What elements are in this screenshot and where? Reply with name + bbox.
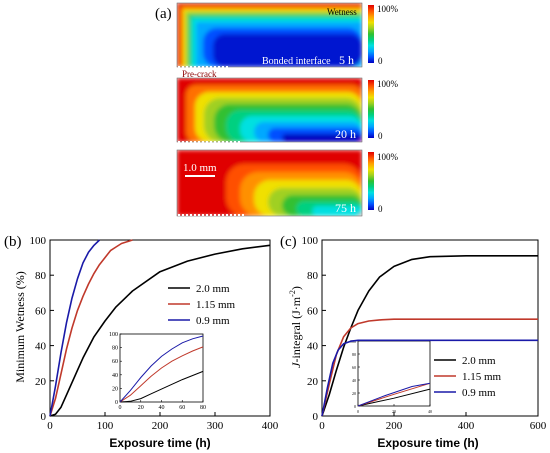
legend-label: 0.9 mm bbox=[462, 387, 496, 399]
y-tick-label: 80 bbox=[307, 270, 319, 282]
x-tick-label: 200 bbox=[386, 420, 403, 432]
colorbar-min-label: 0 bbox=[378, 56, 383, 66]
inset-x-tick-label: 60 bbox=[179, 405, 185, 411]
panel-a-label: (a) bbox=[155, 6, 172, 22]
scale-bar-label: 1.0 mm bbox=[183, 162, 217, 174]
series-line-0-9-mm bbox=[321, 339, 538, 417]
colorbar-20h: 100% 0 bbox=[368, 79, 399, 141]
inset-x-tick-label: 40 bbox=[159, 405, 165, 411]
plot-frame bbox=[321, 239, 539, 417]
legend: 2.0 mm 1.15 mm 0.9 mm bbox=[434, 355, 502, 399]
inset-y-tick-label: 60 bbox=[112, 359, 118, 365]
colorbar-75h: 100% 0 bbox=[368, 152, 399, 214]
colorbar-max-label: 100% bbox=[377, 4, 399, 14]
inset-x-tick-label: 20 bbox=[392, 409, 396, 414]
colorbar-max-label: 100% bbox=[377, 79, 399, 89]
y-tick-label: 20 bbox=[307, 376, 319, 388]
inset-x-tick-label: 0 bbox=[357, 409, 359, 414]
x-tick-label: 100 bbox=[97, 420, 114, 432]
x-tick-label: 0 bbox=[47, 420, 53, 432]
pre-crack-label: Pre-crack bbox=[182, 69, 217, 79]
y-tick-label: 60 bbox=[35, 305, 47, 317]
map-time-20h: 20 h bbox=[335, 127, 356, 141]
y-tick-label: 40 bbox=[35, 341, 47, 353]
inset-series-line bbox=[357, 382, 431, 407]
inset-y-tick-label: 100 bbox=[109, 332, 118, 338]
inset-y-tick-label: 0 bbox=[115, 400, 118, 406]
x-tick-label: 0 bbox=[319, 420, 325, 432]
series-line-2-0-mm bbox=[321, 255, 538, 417]
y-tick-label: 20 bbox=[35, 376, 47, 388]
y-tick-label: 0 bbox=[41, 411, 47, 423]
colorbar-min-label: 0 bbox=[378, 204, 383, 214]
wetness-map-20h: 20 h bbox=[176, 77, 363, 143]
legend-label: 1.15 mm bbox=[462, 371, 502, 383]
legend-label: 2.0 mm bbox=[462, 355, 496, 367]
inset-frame bbox=[357, 340, 431, 407]
inset-x-tick-label: 80 bbox=[200, 405, 206, 411]
inset-y-tick-label: 80 bbox=[112, 346, 118, 352]
inset-y-tick-label: 40 bbox=[352, 378, 356, 383]
inset-x-tick-label: 20 bbox=[138, 405, 144, 411]
wetness-label: Wetness bbox=[327, 7, 357, 17]
x-axis-label: Exposure time (h) bbox=[377, 436, 478, 450]
y-tick-label: 100 bbox=[302, 235, 319, 247]
inset-series-line bbox=[119, 335, 204, 403]
inset-y-tick-label: 20 bbox=[112, 386, 118, 392]
colorbar-max-label: 100% bbox=[377, 152, 399, 162]
y-tick-label: 100 bbox=[30, 235, 47, 247]
panel-a: (a) Wetness Bonded interface bbox=[155, 2, 399, 217]
inset-y-tick-label: 20 bbox=[352, 391, 356, 396]
inset-y-tick-label: 60 bbox=[352, 365, 356, 370]
inset-y-tick-label: 0 bbox=[354, 404, 356, 409]
map-time-75h: 75 h bbox=[335, 201, 356, 215]
x-tick-label: 400 bbox=[262, 420, 279, 432]
legend: 2.0 mm 1.15 mm 0.9 mm bbox=[168, 283, 236, 327]
inset-series-line bbox=[357, 388, 431, 407]
legend-label: 1.15 mm bbox=[196, 299, 236, 311]
inset-series-line bbox=[119, 370, 204, 403]
series-line-1-15-mm bbox=[49, 239, 133, 417]
y-tick-label: 60 bbox=[307, 305, 319, 317]
x-tick-label: 300 bbox=[207, 420, 224, 432]
x-tick-label: 200 bbox=[152, 420, 169, 432]
colorbar-min-label: 0 bbox=[378, 131, 383, 141]
wetness-map-75h: 1.0 mm 75 h bbox=[176, 149, 363, 217]
inset-y-tick-label: 40 bbox=[112, 373, 118, 379]
y-tick-label: 0 bbox=[313, 411, 319, 423]
inset-y-tick-label: 80 bbox=[352, 352, 356, 357]
inset-chart: 0 20 40 60 80 0 20 40 60 80 100 bbox=[109, 332, 206, 411]
y-axis-label: Minimum Wetness (%) bbox=[13, 271, 27, 382]
wetness-map-5h: Wetness Bonded interface 5 h bbox=[176, 2, 363, 68]
inset-series-line bbox=[357, 382, 431, 407]
y-axis-label: J-integral (J·m-2) bbox=[288, 286, 303, 368]
inset-x-tick-label: 0 bbox=[119, 405, 122, 411]
y-tick-label: 40 bbox=[307, 341, 319, 353]
panel-b-label: (b) bbox=[4, 234, 22, 250]
inset-series-line bbox=[119, 346, 204, 403]
chart-j-integral: (c) J-integral (J·m-2) Exposure time (h)… bbox=[280, 234, 547, 450]
chart-minimum-wetness: (b) Minimum Wetness (%) Exposure time (h… bbox=[4, 234, 279, 450]
series-line-2-0-mm bbox=[49, 244, 271, 417]
x-tick-label: 400 bbox=[458, 420, 475, 432]
map-time-5h: 5 h bbox=[339, 53, 354, 67]
colorbar-5h: 100% 0 bbox=[368, 4, 399, 66]
x-axis-label: Exposure time (h) bbox=[109, 436, 210, 450]
panel-c-label: (c) bbox=[280, 234, 297, 250]
legend-label: 2.0 mm bbox=[196, 283, 230, 295]
inset-x-tick-label: 40 bbox=[428, 409, 432, 414]
bonded-interface-label: Bonded interface bbox=[262, 56, 331, 67]
legend-label: 0.9 mm bbox=[196, 315, 230, 327]
y-tick-label: 80 bbox=[35, 270, 47, 282]
series-line-0-9-mm bbox=[49, 239, 101, 417]
x-tick-label: 600 bbox=[530, 420, 547, 432]
